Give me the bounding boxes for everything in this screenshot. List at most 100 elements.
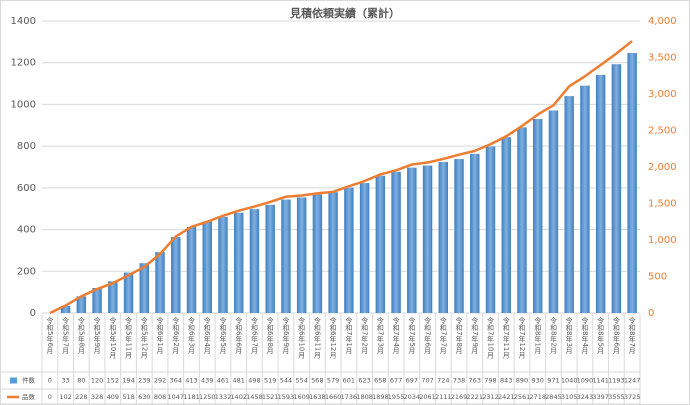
y2-tick-label: 2,500: [648, 126, 677, 137]
table-value: 763: [469, 377, 481, 385]
x-tick-label: 令和8年3月: [565, 316, 573, 355]
bar: [580, 85, 590, 314]
table-value: 697: [406, 377, 418, 385]
bar: [485, 146, 496, 313]
y-tick-label: 200: [17, 266, 36, 277]
table-value: 630: [138, 393, 150, 401]
table-value: 2312: [482, 393, 499, 401]
bar: [359, 183, 370, 313]
x-tick-label: 令和7年12月: [518, 316, 526, 359]
table-value: 1090: [577, 377, 594, 385]
legend-swatch: [10, 377, 17, 384]
x-tick-label: 令和8年5月: [597, 316, 605, 355]
x-tick-label: 令和8年2月: [549, 316, 557, 355]
table-value: 623: [358, 377, 370, 385]
table-value: 239: [138, 377, 150, 385]
table-value: 1660: [325, 393, 342, 401]
table-value: 519: [264, 377, 276, 385]
table-value: 1898: [372, 393, 389, 401]
x-tick-label: 令和5年8月: [77, 316, 85, 355]
y2-tick-label: 4,000: [648, 16, 677, 27]
y2-tick-label: 2,000: [648, 162, 677, 173]
x-tick-label: 令和5年10月: [109, 316, 117, 359]
table-value: 1247: [624, 377, 641, 385]
x-tick-label: 令和6年7月: [250, 316, 258, 355]
table-value: 568: [311, 377, 323, 385]
x-tick-label: 令和6年10月: [298, 316, 306, 359]
table-value: 498: [248, 377, 260, 385]
table-value: 930: [531, 377, 543, 385]
bar: [60, 306, 71, 313]
legend-label: 件数: [22, 376, 36, 385]
table-value: 439: [201, 377, 213, 385]
table-value: 890: [516, 377, 528, 385]
x-tick-label: 令和6年5月: [219, 316, 227, 355]
y-tick-label: 1200: [11, 58, 36, 69]
table-value: 0: [48, 377, 52, 385]
table-value: 1638: [309, 393, 326, 401]
table-value: 461: [217, 377, 229, 385]
x-tick-label: 令和7年7月: [439, 316, 447, 355]
table-value: 707: [421, 377, 433, 385]
bar: [123, 272, 134, 313]
bar: [422, 165, 433, 313]
bar: [202, 221, 212, 313]
x-tick-label: 令和5年6月: [46, 316, 54, 355]
legend-label: 品数: [22, 392, 36, 401]
bar: [139, 263, 150, 313]
bar: [265, 204, 275, 313]
y2-tick-label: 500: [648, 272, 667, 283]
bar: [517, 127, 527, 313]
bar: [186, 226, 197, 313]
table-value: 0: [48, 393, 52, 401]
bar: [328, 192, 338, 313]
x-tick-label: 令和7年9月: [471, 316, 479, 355]
table-value: 808: [154, 393, 166, 401]
bar: [564, 96, 574, 313]
x-tick-label: 令和8年6月: [612, 316, 620, 355]
bar: [438, 161, 449, 313]
table-value: 677: [390, 377, 402, 385]
x-tick-label: 令和7年8月: [455, 316, 463, 355]
table-value: 413: [185, 377, 197, 385]
y-tick-label: 400: [17, 225, 36, 236]
table-value: 3725: [624, 393, 641, 401]
y2-tick-label: 1,500: [648, 199, 677, 210]
x-tick-label: 令和6年6月: [235, 316, 243, 355]
bar: [532, 119, 543, 314]
x-tick-label: 令和6年12月: [329, 316, 337, 359]
x-tick-label: 令和7年2月: [361, 316, 369, 355]
bar: [171, 237, 181, 313]
table-value: 2561: [514, 393, 531, 401]
table-value: 1250: [199, 393, 216, 401]
bar: [548, 110, 559, 313]
table-value: 971: [547, 377, 559, 385]
table-value: 2845: [545, 393, 562, 401]
table-value: 601: [343, 377, 355, 385]
table-value: 3555: [608, 393, 625, 401]
x-tick-label: 令和8年1月: [534, 316, 542, 355]
x-tick-label: 令和7年1月: [345, 316, 353, 355]
bar: [155, 252, 165, 313]
table-value: 554: [295, 377, 307, 385]
bar: [611, 64, 622, 313]
x-tick-label: 令和7年3月: [376, 316, 384, 355]
bar: [627, 52, 637, 313]
table-value: 1609: [293, 393, 310, 401]
table-value: 1193: [608, 377, 625, 385]
bar: [281, 199, 291, 313]
bar: [470, 153, 480, 313]
x-tick-label: 令和6年8月: [266, 316, 274, 355]
x-tick-label: 令和8年7月: [628, 316, 636, 355]
table-value: 292: [154, 377, 166, 385]
table-value: 409: [107, 393, 119, 401]
x-tick-label: 令和7年4月: [392, 316, 400, 355]
x-tick-label: 令和5年7月: [62, 316, 70, 355]
table-value: 3105: [561, 393, 578, 401]
x-tick-label: 令和6年4月: [203, 316, 211, 355]
y2-tick-label: 0: [648, 308, 654, 319]
bar: [595, 75, 606, 314]
bar: [233, 212, 244, 313]
chart-title: 見積依頼実績（累計）: [289, 6, 400, 20]
table-value: 1332: [215, 393, 232, 401]
